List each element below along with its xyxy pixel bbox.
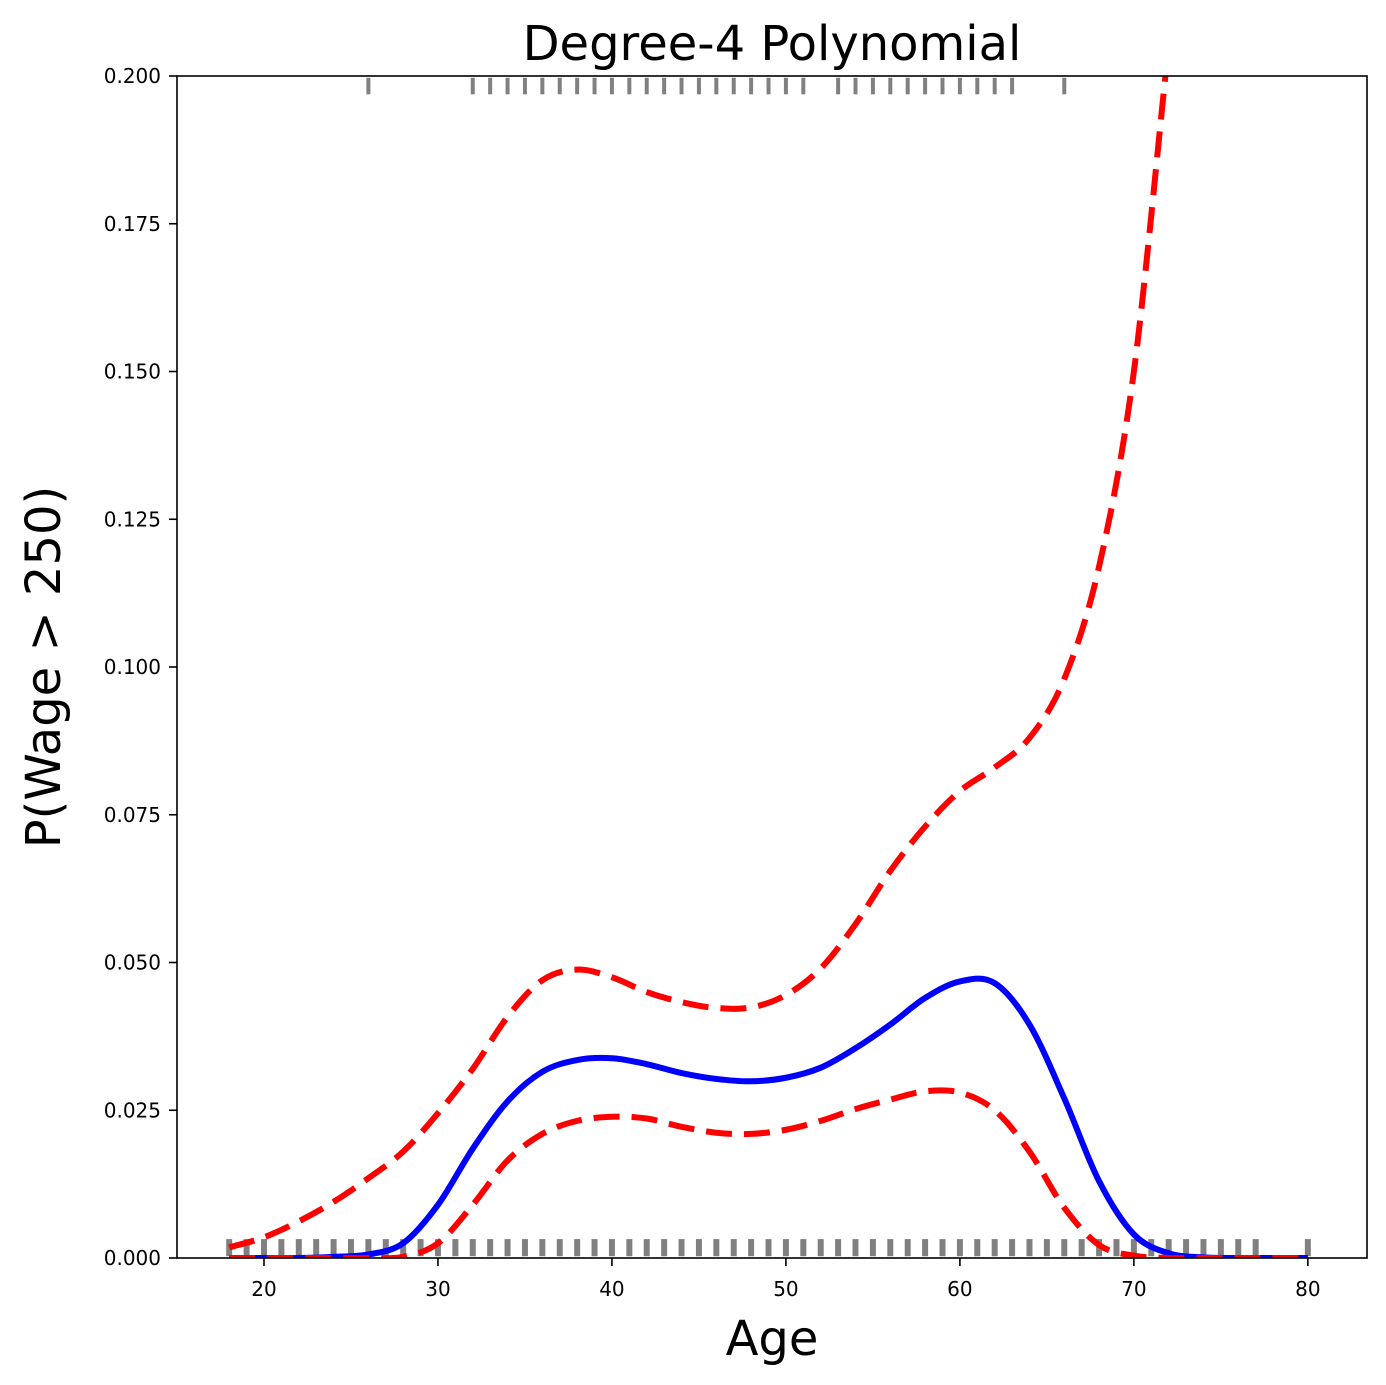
x-axis-label: Age bbox=[726, 1311, 819, 1367]
chart-title: Degree-4 Polynomial bbox=[523, 16, 1022, 72]
y-tick-label: 0.025 bbox=[104, 1098, 161, 1122]
y-axis: 0.000 0.025 0.050 0.075 0.100 0.125 0.150 0.175… bbox=[104, 64, 177, 1270]
x-tick-label: 60 bbox=[947, 1277, 972, 1301]
x-tick-label: 50 bbox=[773, 1277, 798, 1301]
plot-area bbox=[226, 76, 1311, 1258]
x-tick-label: 30 bbox=[425, 1277, 450, 1301]
fit-line bbox=[229, 975, 1308, 1258]
y-tick-label: 0.200 bbox=[104, 64, 161, 88]
y-tick-label: 0.125 bbox=[104, 507, 161, 531]
y-tick-label: 0.100 bbox=[104, 655, 161, 679]
y-tick-label: 0.000 bbox=[104, 1246, 161, 1270]
y-axis-label: P(Wage > 250) bbox=[16, 486, 72, 849]
y-tick-label: 0.075 bbox=[104, 803, 161, 827]
y-tick-label: 0.175 bbox=[104, 212, 161, 236]
lower-band-line bbox=[229, 1087, 1308, 1258]
x-axis: 20 30 40 50 60 70 80 bbox=[251, 1258, 1321, 1301]
x-tick-label: 40 bbox=[599, 1277, 624, 1301]
x-tick-label: 80 bbox=[1295, 1277, 1320, 1301]
plot-content bbox=[226, 76, 1311, 1258]
x-tick-label: 70 bbox=[1121, 1277, 1146, 1301]
y-tick-label: 0.050 bbox=[104, 951, 161, 975]
upper-band-line bbox=[228, 76, 1169, 1251]
y-tick-label: 0.150 bbox=[104, 360, 161, 384]
x-tick-label: 20 bbox=[251, 1277, 276, 1301]
